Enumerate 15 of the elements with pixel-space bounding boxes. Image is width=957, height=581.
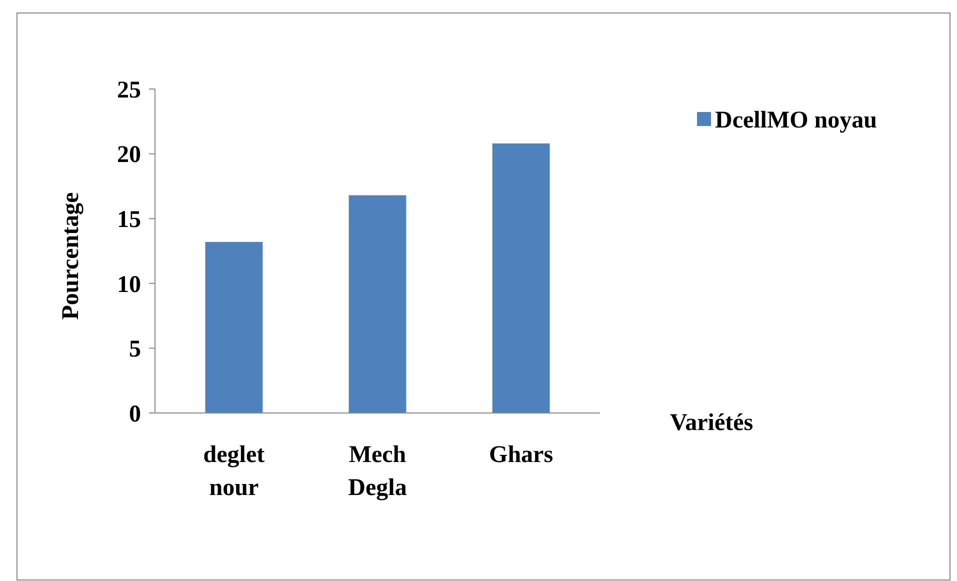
y-axis-title: Pourcentage — [58, 192, 84, 320]
bar — [492, 143, 550, 413]
bar — [205, 242, 263, 413]
y-tick-label: 10 — [117, 272, 141, 298]
x-tick-label: deglet nour — [203, 442, 265, 501]
x-axis-title: Variétés — [670, 410, 754, 436]
y-tick-label: 15 — [117, 207, 141, 233]
y-tick-label: 0 — [129, 401, 141, 428]
legend-label: DcellMO noyau — [715, 107, 877, 134]
y-tick-label: 5 — [129, 336, 141, 363]
bar — [348, 195, 406, 413]
x-tick-label: Mech Degla — [348, 442, 407, 501]
x-tick-label: Ghars — [489, 442, 554, 468]
y-tick-label: 20 — [117, 142, 141, 168]
y-tick-label: 25 — [117, 77, 141, 104]
